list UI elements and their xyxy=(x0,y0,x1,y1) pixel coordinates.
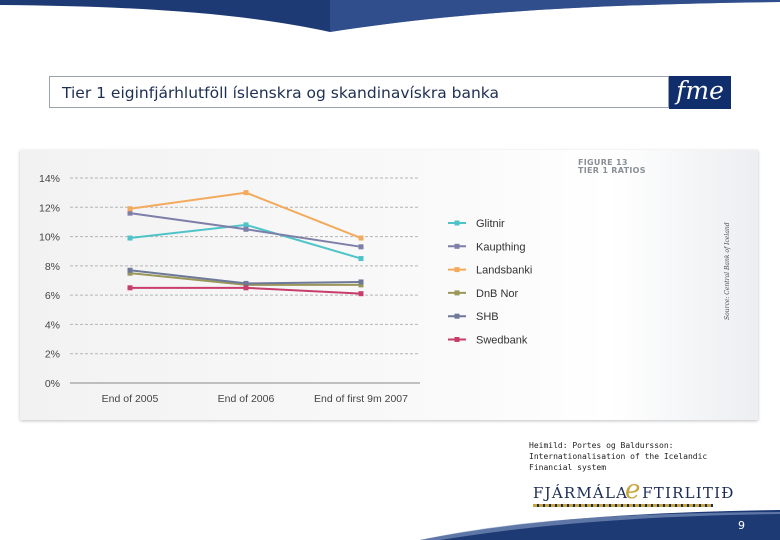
footer-swoosh xyxy=(420,510,780,540)
y-tick-label: 6% xyxy=(45,290,60,302)
legend-swatch-marker xyxy=(454,267,460,273)
slide-title: Tier 1 eiginfjárhlutföll íslenskra og sk… xyxy=(62,84,500,102)
legend-label: DnB Nor xyxy=(476,288,519,300)
data-point xyxy=(243,190,249,196)
fme-logo: fme xyxy=(669,76,731,109)
data-point xyxy=(243,222,249,228)
wordmark-rule xyxy=(533,504,713,507)
figure-panel: 0% 2% 4% 6% 8% 10% 12% 14% End of 2005 End of 200… xyxy=(20,150,758,420)
data-point xyxy=(358,256,364,262)
data-point xyxy=(127,285,133,291)
x-tick-label: End of 2006 xyxy=(218,393,275,405)
fjarmalaeftirlitid-wordmark: FJÁRMÁLA FTIRLITIÐ e xyxy=(533,475,733,511)
figure-source-vertical: Source: Central Bank of Iceland xyxy=(724,222,731,320)
x-tick-label: End of first 9m 2007 xyxy=(314,393,408,405)
legend-swatch-marker xyxy=(454,313,460,319)
data-point xyxy=(243,285,249,291)
wordmark-right: FTIRLITIÐ xyxy=(642,484,735,502)
legend-label: Landsbanki xyxy=(476,265,532,277)
legend-label: SHB xyxy=(476,311,499,323)
y-tick-label: 8% xyxy=(45,261,60,273)
wordmark-text: FJÁRMÁLA FTIRLITIÐ xyxy=(533,484,735,502)
wordmark-left: FJÁRMÁLA xyxy=(533,484,629,502)
y-tick-label: 4% xyxy=(45,319,60,331)
data-point xyxy=(127,270,133,276)
data-point xyxy=(358,282,364,288)
legend-swatch-marker xyxy=(454,337,460,342)
slide-title-box: Tier 1 eiginfjárhlutföll íslenskra og sk… xyxy=(49,76,669,108)
data-point xyxy=(243,226,249,232)
data-point xyxy=(127,206,133,212)
figure-heading: FIGURE 13 TIER 1 RATIOS xyxy=(578,159,646,175)
tier1-ratio-chart: 0% 2% 4% 6% 8% 10% 12% 14% End of 2005 End of 200… xyxy=(39,173,532,405)
x-tick-label: End of 2005 xyxy=(102,393,159,405)
data-point xyxy=(127,267,133,273)
data-point xyxy=(358,279,364,285)
data-point xyxy=(358,244,364,250)
wordmark-e-mark: e xyxy=(625,475,641,505)
data-point xyxy=(243,280,249,286)
data-point xyxy=(127,210,133,216)
legend-swatch-marker xyxy=(454,243,460,249)
y-tick-label: 0% xyxy=(45,378,60,390)
y-tick-label: 12% xyxy=(39,202,60,214)
figure-caption: TIER 1 RATIOS xyxy=(578,166,646,175)
legend-label: Swedbank xyxy=(476,335,528,347)
data-point xyxy=(127,235,133,241)
legend-swatch-marker xyxy=(454,220,460,226)
data-point xyxy=(358,235,364,241)
legend-swatch-marker xyxy=(454,290,460,296)
header-swoosh xyxy=(0,0,780,32)
y-tick-label: 10% xyxy=(39,232,60,244)
source-note: Heimild: Portes og Baldursson: Internati… xyxy=(529,441,708,472)
y-tick-label: 14% xyxy=(39,173,60,185)
legend-label: Glitnir xyxy=(476,218,505,230)
figure-number: FIGURE 13 xyxy=(578,158,628,167)
page-number: 9 xyxy=(738,519,745,532)
data-point xyxy=(358,291,364,297)
y-tick-label: 2% xyxy=(45,349,60,361)
legend-label: Kaupthing xyxy=(476,241,526,253)
